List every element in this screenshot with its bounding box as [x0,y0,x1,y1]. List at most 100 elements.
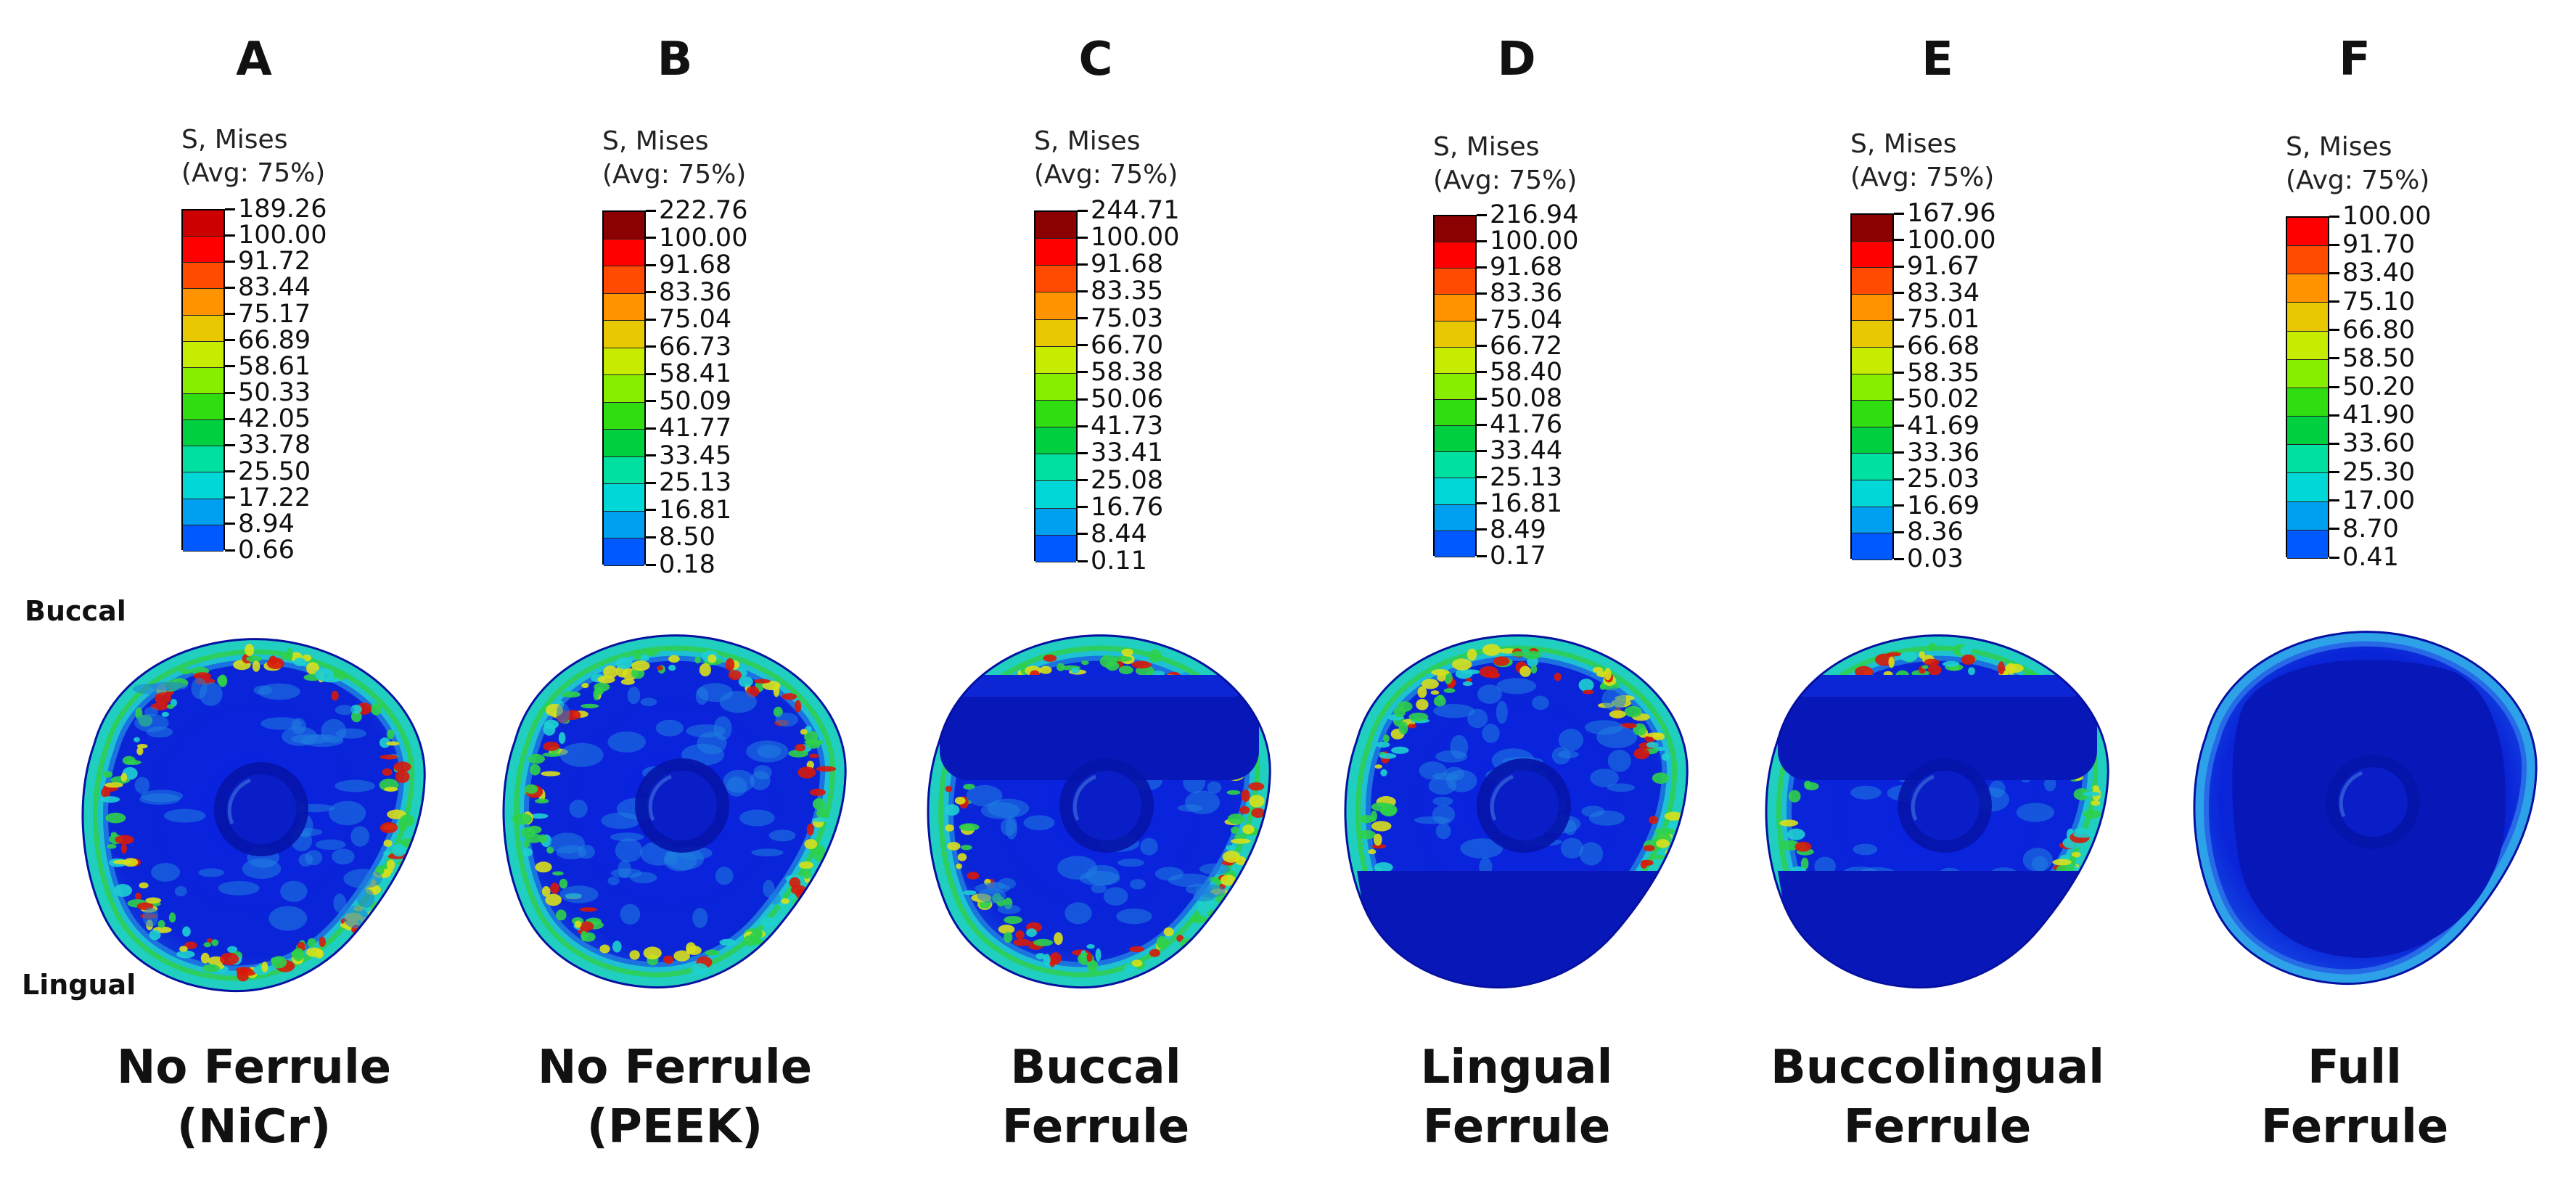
tooth-outline [1344,634,1689,989]
scale-segment [1435,216,1475,243]
stress-patch [1091,884,1107,893]
scale-tick [225,496,235,499]
scale-segment [183,263,223,290]
stress-speckle [383,851,390,856]
stress-speckle [1371,821,1392,832]
stress-speckle [1650,854,1665,860]
stress-speckle [120,772,128,782]
scale-value-label: 0.03 [1907,544,1964,573]
tooth-outline [927,634,1271,989]
scale-tick [2329,556,2339,559]
scale-segment [2287,501,2328,530]
scale-tick [2329,385,2339,388]
stress-legend: S, Mises (Avg: 75%) 189.26 100.00 91.72 83.44… [181,123,327,563]
stress-speckle [1149,949,1160,957]
stress-speckle [386,729,395,740]
scale-segment [604,511,644,539]
stress-speckle [781,898,789,904]
scale-segment [183,472,223,499]
stress-speckle [2052,859,2072,866]
stress-speckle [1804,782,1819,790]
scale-value-label: 0.18 [659,550,715,579]
post-core [1072,771,1141,840]
stress-speckle [581,683,589,689]
stress-patch [1193,890,1215,902]
scale-segment [1435,269,1475,295]
stress-speckle [1222,851,1241,863]
stress-patch [1103,887,1128,906]
scale-segment [183,341,223,368]
stress-speckle [1417,686,1427,698]
scale-segment [1852,401,1892,427]
scale-tick [2329,329,2339,332]
stress-speckle [522,848,533,857]
stress-speckle [1121,648,1133,656]
scale-tick [1078,398,1088,401]
stress-speckle [331,690,339,701]
scale-value-label: 16.69 [1907,491,1980,520]
stress-patch [174,886,187,897]
stress-speckle [2044,923,2053,934]
scale-tick [225,339,235,342]
stress-patch [719,691,757,713]
stress-patch [151,863,181,882]
stress-patch [350,826,370,847]
stress-speckle [1013,938,1031,946]
stress-speckle [1919,651,1925,659]
scale-value-label: 33.60 [2342,429,2416,459]
scale-segment [604,430,644,457]
stress-patch [335,728,367,739]
stress-patch [1117,859,1145,867]
stress-patch [1001,818,1017,836]
stress-speckle [1479,665,1498,678]
scale-tick [1894,265,1904,268]
stress-speckle [1391,746,1409,754]
stress-speckle [293,658,306,666]
stress-speckle [782,693,797,700]
stress-speckle [1149,649,1162,663]
stress-patch [1558,729,1583,751]
scale-tick [225,417,235,420]
stress-patch [601,812,641,829]
scale-segment [1852,294,1892,321]
scale-segment [1852,241,1892,269]
stress-speckle [694,656,701,664]
scale-value-label: 83.34 [1907,278,1980,308]
stress-speckle [1430,690,1440,695]
stress-speckle [633,650,642,660]
stress-patch [300,734,344,747]
scale-value-label: 16.76 [1091,492,1164,522]
scale-segment [2287,359,2328,388]
scale-value-label: 100.00 [1091,223,1180,253]
stress-speckle [157,919,165,928]
scale-value-label: 8.94 [238,509,295,538]
stress-speckle [1081,660,1089,665]
stress-speckle [1522,650,1542,660]
scale-segment [604,402,644,430]
stress-speckle [804,740,824,745]
stress-speckle [182,926,191,937]
scale-tick [1078,506,1088,509]
stress-patch [218,881,260,896]
scale-value-label: 25.13 [659,468,732,498]
scale-value-label: 41.73 [1091,411,1164,441]
stress-speckle [578,921,594,932]
stress-speckle [945,785,953,792]
scale-tick [1078,344,1088,347]
scale-segment [2287,274,2328,303]
scale-tick [1894,318,1904,321]
color-scale-bar [1433,215,1477,557]
stress-contour-plot [502,634,847,989]
scale-value-label: 91.72 [238,247,311,276]
stress-speckle [1928,642,1936,652]
scale-segment [1435,295,1475,321]
stress-patch [139,793,181,805]
stress-patch [329,800,366,826]
scale-tick [1477,397,1487,400]
stress-speckle [1112,655,1132,662]
stress-speckle [797,766,816,779]
stress-speckle [149,930,161,941]
stress-patch [253,685,273,695]
stress-speckle [1654,827,1675,835]
stress-speckle [206,938,213,943]
